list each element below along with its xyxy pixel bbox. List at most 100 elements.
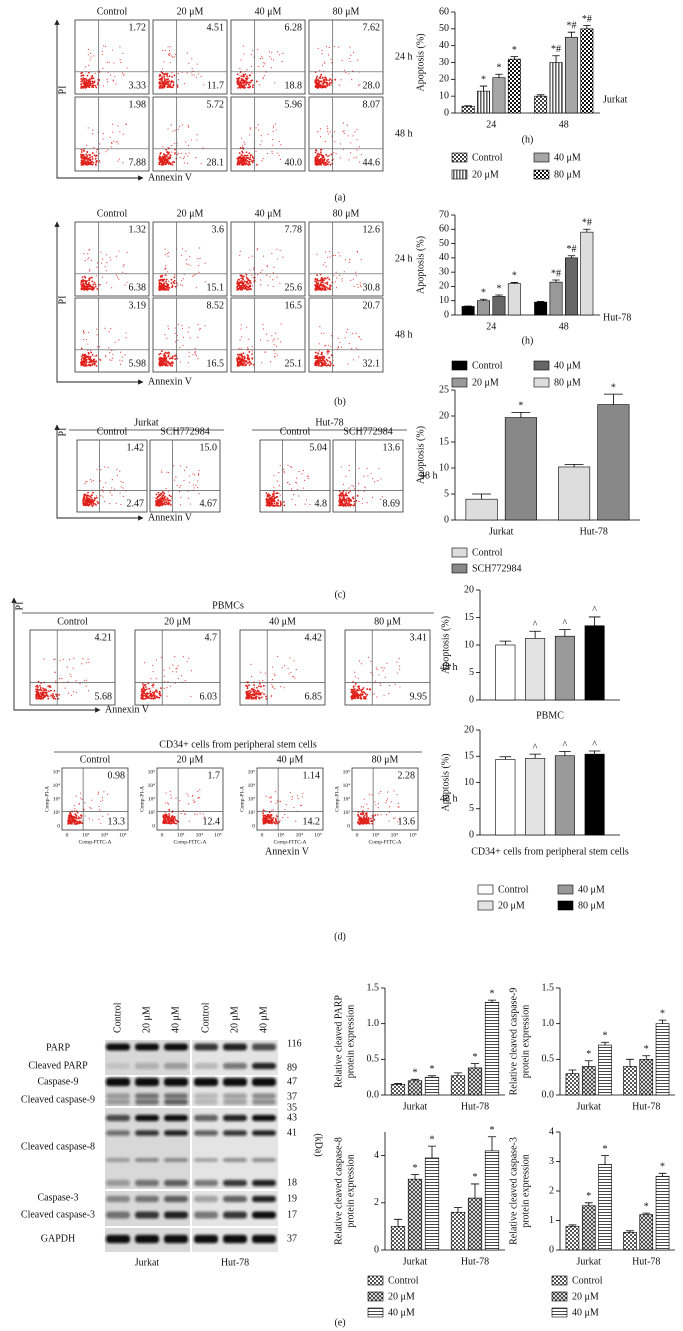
axis-tick-label: 10² <box>343 810 351 816</box>
bar <box>507 283 521 316</box>
bar <box>492 296 506 316</box>
y-axis-label: Relative cleaved caspase-3 <box>508 1137 519 1245</box>
error-bar <box>588 750 601 755</box>
axis-tick-label: 10⁴ <box>196 832 204 838</box>
y-tick-label: 15 <box>439 436 449 447</box>
legend-swatch <box>557 884 574 895</box>
bar <box>495 759 516 836</box>
axis-tick-label: 10⁴ <box>248 783 256 789</box>
row-label: 48 h <box>395 329 413 340</box>
y-tick-label: 1.5 <box>542 982 555 993</box>
error-bar <box>658 1172 667 1177</box>
blot-strip <box>105 1040 190 1075</box>
flow-plot <box>152 19 228 95</box>
blot-row-label: Cleaved caspase-8 <box>21 1141 95 1152</box>
quadrant-value: 9.95 <box>410 691 428 702</box>
panel-label: (a) <box>334 192 345 203</box>
y-tick-label: 25 <box>439 384 449 395</box>
bar <box>477 90 491 114</box>
axis-label: Annexin V <box>265 846 310 857</box>
error-bar <box>567 31 576 38</box>
quadrant-value: 5.96 <box>285 99 303 110</box>
flow-plot <box>152 221 228 297</box>
legend-swatch <box>551 1291 568 1302</box>
quadrant-value: 1.72 <box>129 22 147 33</box>
kda-label: 37 <box>287 1233 297 1244</box>
axis-tick-label: 0 <box>356 832 359 838</box>
axis-title: Comp-PI-A <box>239 786 245 812</box>
y-tick-label: 0 <box>444 107 449 118</box>
y-axis-label: protein expression <box>345 1154 356 1228</box>
quadrant-value: 7.78 <box>285 224 303 235</box>
error-bar <box>626 1230 634 1233</box>
significance-mark: *# <box>582 218 592 229</box>
bar <box>564 36 578 114</box>
quadrant-value: 15.0 <box>200 442 218 453</box>
significance-mark: *# <box>566 244 576 255</box>
error-bar <box>495 294 503 297</box>
quadrant-value: 2.47 <box>127 498 145 509</box>
error-bar <box>626 1058 634 1067</box>
significance-mark: *# <box>582 14 592 25</box>
legend-label: Control <box>572 1275 603 1286</box>
column-header: 40 μM <box>255 6 282 17</box>
error-bar <box>642 1212 651 1215</box>
x-axis-label: CD34+ cells from peripheral stem cells <box>471 846 629 857</box>
bar <box>484 1001 500 1096</box>
error-bar <box>601 1041 609 1046</box>
axis-tick-label: 0 <box>66 832 69 838</box>
significance-mark: * <box>512 45 517 56</box>
legend-swatch <box>533 152 550 163</box>
y-tick-label: 20 <box>464 724 474 735</box>
axis-tick-label: 0 <box>57 823 60 829</box>
significance-mark: * <box>430 1064 435 1075</box>
axis-tick-label: 0 <box>347 823 350 829</box>
legend-swatch <box>551 1275 568 1286</box>
column-header: 20 μM <box>177 6 204 17</box>
y-tick-label: 1.5 <box>367 982 380 993</box>
axis-label: PI <box>57 428 68 437</box>
error-bar <box>658 1019 667 1024</box>
error-bar <box>472 493 492 500</box>
axis-label: PI <box>57 86 68 95</box>
quadrant-value: 1.98 <box>129 99 147 110</box>
kda-label: 18 <box>287 1177 297 1188</box>
axis-tick-label: 0 <box>161 832 164 838</box>
flow-plot <box>152 297 228 373</box>
error-bar <box>393 1218 403 1227</box>
significance-mark: * <box>603 1144 608 1155</box>
significance-mark: * <box>644 1201 649 1212</box>
legend-label: Control <box>388 1275 419 1286</box>
significance-mark: * <box>518 401 523 412</box>
error-bar <box>427 1145 437 1158</box>
significance-mark: * <box>496 283 501 294</box>
bar <box>623 1066 637 1096</box>
quadrant-value: 18.8 <box>285 80 303 91</box>
error-bar <box>479 85 488 92</box>
flow-plot <box>230 297 306 373</box>
column-header: 40 μM <box>277 754 304 765</box>
column-header: 40 μM <box>269 616 296 627</box>
row-label: 48 h <box>440 662 458 673</box>
axis-title: Comp-PI-A <box>139 786 145 812</box>
quadrant-value: 32.1 <box>363 358 381 369</box>
y-tick-label: 1.0 <box>542 1018 555 1029</box>
y-tick-label: 15 <box>464 612 474 623</box>
bar <box>407 1178 423 1251</box>
flow-plot <box>152 96 228 172</box>
column-header: Control <box>57 616 88 627</box>
row-label: 24 h <box>395 51 413 62</box>
blot-strip <box>192 1191 278 1226</box>
error-bar <box>536 301 545 303</box>
quadrant-value: 1.42 <box>127 442 145 453</box>
flow-plot <box>308 297 384 373</box>
blot-row-label: Caspase-3 <box>37 1192 78 1203</box>
axis-tick-label: 10² <box>148 810 156 816</box>
bar <box>495 644 516 701</box>
y-tick-label: 2 <box>374 1197 379 1208</box>
significance-mark: *# <box>551 44 561 55</box>
axis-tick-label: 10⁵ <box>119 832 127 838</box>
kda-label: 19 <box>287 1193 297 1204</box>
